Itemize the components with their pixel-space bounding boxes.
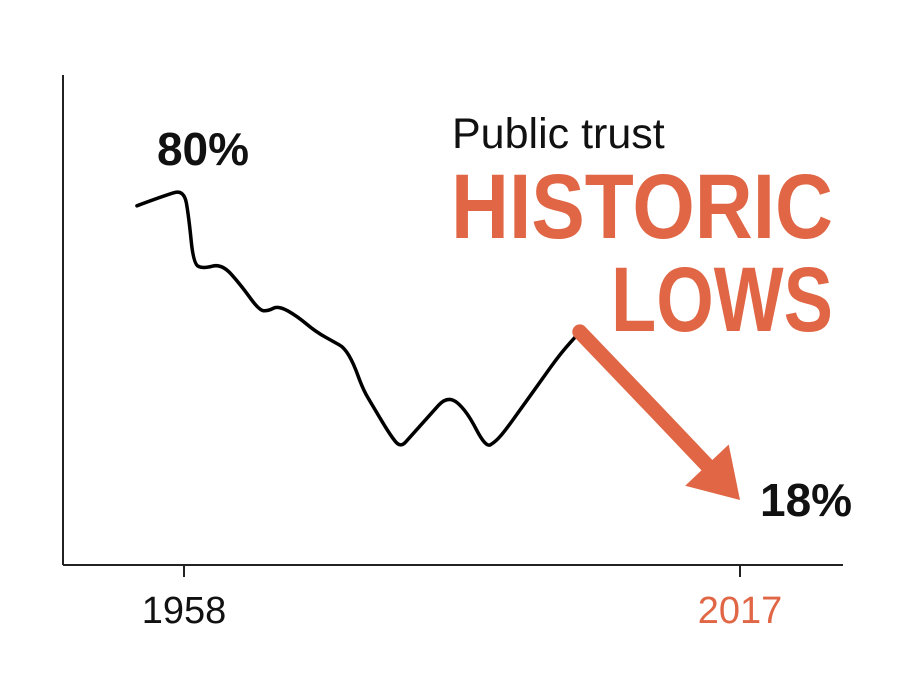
x-tick-label: 1958 <box>142 590 227 632</box>
axes <box>62 75 843 566</box>
chart-title-line-2: LOWS <box>611 249 833 351</box>
trend-arrow-shaft <box>572 324 718 477</box>
value-label: 80% <box>157 123 249 175</box>
chart-subtitle: Public trust <box>452 110 665 158</box>
historic-trust-line <box>135 190 582 447</box>
annotations: 80% 18% <box>157 123 852 526</box>
value-label: 18% <box>760 474 852 526</box>
trend-arrow-head <box>685 444 740 500</box>
title-block: Public trust HISTORIC LOWS <box>451 110 833 351</box>
x-ticks: 1958 2017 <box>142 565 783 632</box>
x-tick-label: 2017 <box>698 590 783 632</box>
series-group <box>135 190 740 500</box>
chart-title-line-1: HISTORIC <box>451 156 833 258</box>
